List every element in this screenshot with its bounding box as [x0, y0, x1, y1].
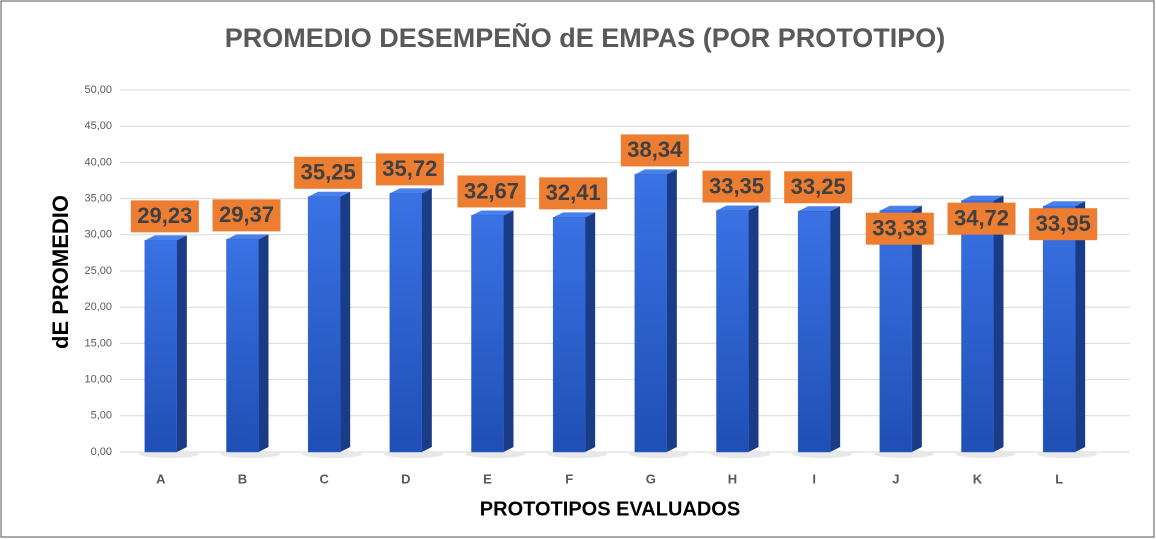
bar: [634, 174, 668, 453]
value-label: 35,25: [301, 160, 356, 185]
y-tick-label: 15,00: [84, 337, 112, 349]
bar-side: [748, 205, 759, 452]
bar: [879, 210, 913, 453]
bar-top: [716, 205, 759, 211]
bar-top: [879, 205, 922, 211]
value-label: 32,67: [464, 178, 519, 203]
value-label: 29,37: [219, 202, 274, 227]
bar-top: [226, 234, 269, 240]
value-label-box: [620, 134, 689, 167]
value-label-box: [457, 175, 526, 208]
bar-side: [340, 191, 351, 453]
y-tick-label: 10,00: [84, 374, 112, 386]
x-tick-label: F: [565, 471, 573, 486]
chart-title: PROMEDIO DESEMPEÑO dE EMPAS (POR PROTOTI…: [225, 22, 946, 53]
bar-side: [1075, 201, 1086, 452]
bar-side: [830, 206, 841, 452]
y-axis-title: dE PROMEDIO: [48, 195, 73, 349]
x-tick-label: J: [892, 471, 899, 486]
bar-top: [389, 188, 432, 194]
bar-side: [993, 195, 1004, 452]
x-tick-label: L: [1055, 471, 1063, 486]
bar-side: [585, 212, 596, 452]
value-label: 38,34: [627, 137, 683, 162]
bar: [716, 210, 749, 453]
y-tick-label: 25,00: [84, 265, 112, 277]
bar-side: [421, 188, 432, 452]
bar-top: [471, 210, 514, 216]
bar: [144, 240, 178, 453]
y-tick-label: 45,00: [84, 120, 112, 132]
bar: [471, 215, 504, 453]
value-label-box: [539, 177, 608, 210]
bar-side: [911, 205, 922, 452]
x-tick-label: A: [156, 471, 166, 486]
bar: [389, 193, 423, 453]
bar: [961, 200, 994, 453]
value-label-box: [865, 212, 934, 245]
bar-side: [176, 235, 187, 452]
bar-top: [144, 235, 187, 241]
x-tick-label: B: [238, 471, 247, 486]
value-label: 33,95: [1036, 211, 1091, 236]
y-tick-label: 30,00: [84, 229, 112, 241]
x-tick-label: K: [973, 471, 983, 486]
value-label-box: [375, 153, 444, 186]
x-tick-label: H: [728, 471, 737, 486]
bar-side: [666, 169, 677, 452]
value-label: 33,33: [872, 216, 927, 241]
x-axis-title: PROTOTIPOS EVALUADOS: [480, 498, 740, 520]
bar-side: [258, 234, 269, 452]
x-tick-label: G: [646, 471, 656, 486]
y-tick-label: 50,00: [84, 84, 112, 96]
y-tick-label: 40,00: [84, 156, 112, 168]
value-label-box: [1029, 208, 1098, 241]
value-label-box: [212, 199, 281, 232]
bar-top: [798, 206, 841, 212]
x-tick-label: C: [319, 471, 329, 486]
value-label: 32,41: [546, 180, 601, 205]
value-label-box: [702, 170, 771, 203]
x-tick-label: E: [483, 471, 492, 486]
value-label: 33,25: [791, 174, 846, 199]
value-label: 33,35: [709, 173, 764, 198]
bar: [226, 239, 259, 453]
value-label-box: [130, 200, 199, 233]
value-label-box: [294, 156, 363, 189]
x-tick-label: I: [812, 471, 816, 486]
bar: [797, 211, 831, 453]
bar-top: [634, 169, 677, 175]
y-tick-label: 0,00: [91, 446, 112, 458]
value-label-box: [784, 171, 853, 204]
bar: [1042, 205, 1076, 453]
bar: [307, 196, 341, 453]
y-tick-label: 35,00: [84, 193, 112, 205]
bar-top: [961, 195, 1004, 201]
value-label: 35,72: [382, 156, 437, 181]
bar-top: [553, 212, 596, 218]
value-label: 29,23: [137, 203, 192, 228]
value-label-box: [947, 202, 1016, 235]
bar-top: [1043, 201, 1086, 207]
value-label: 34,72: [954, 205, 1009, 230]
y-tick-label: 20,00: [84, 301, 112, 313]
y-tick-label: 5,00: [91, 410, 112, 422]
x-tick-label: D: [401, 471, 410, 486]
bar-side: [503, 210, 514, 452]
bar-top: [308, 191, 351, 197]
bar: [552, 217, 586, 453]
